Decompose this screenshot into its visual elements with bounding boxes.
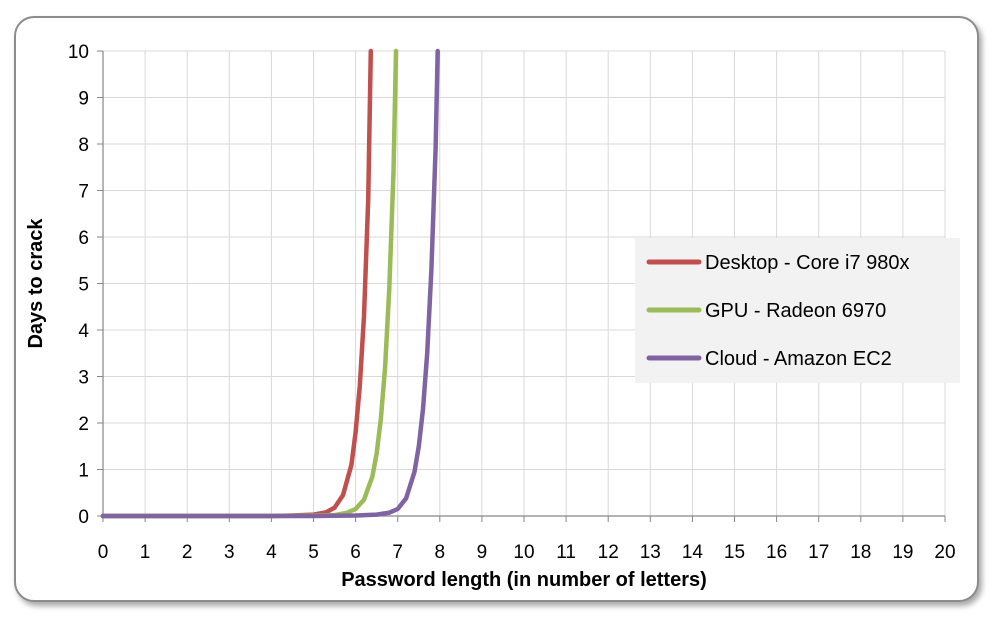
x-tick-label: 3: [224, 542, 235, 563]
legend-label-1: Desktop - Core i7 980x: [705, 252, 910, 274]
x-tick-label: 14: [682, 542, 704, 563]
x-tick-label: 15: [724, 542, 745, 563]
x-tick-label: 12: [598, 542, 619, 563]
y-tick-label: 5: [78, 275, 89, 296]
series-line-3: [100, 48, 440, 519]
x-tick-label: 9: [477, 542, 488, 563]
x-tick-label: 18: [850, 542, 871, 563]
y-tick-label: 2: [78, 414, 89, 435]
legend-label-2: GPU - Radeon 6970: [705, 300, 886, 322]
x-tick-label: 1: [140, 542, 151, 563]
x-tick-label: 19: [892, 542, 913, 563]
legend: Desktop - Core i7 980x GPU - Radeon 6970 C…: [635, 238, 960, 383]
y-tick-label: 6: [78, 228, 89, 249]
y-tick-label: 9: [78, 89, 89, 110]
x-tick-label: 5: [308, 542, 319, 563]
x-tick-label: 10: [513, 542, 534, 563]
x-tick-label: 4: [266, 542, 277, 563]
y-tick-labels: 0 1 2 3 4 5 6 7 8 9 10: [68, 42, 103, 528]
x-tick-label: 20: [934, 542, 955, 563]
x-tick-label: 11: [556, 542, 576, 563]
x-tick-label: 17: [808, 542, 829, 563]
x-tick-label: 8: [435, 542, 446, 563]
y-tick-label: 1: [78, 461, 89, 482]
x-tick-label: 0: [98, 542, 109, 563]
y-axis-title: Days to crack: [25, 218, 47, 349]
y-tick-label: 7: [78, 182, 89, 203]
y-tick-label: 0: [78, 507, 89, 528]
x-tick-labels: 0 1 2 3 4 5 6 7 8 9 10 11 12 13 14 15 16 17 18 19 20: [98, 516, 956, 563]
series-lines: [100, 48, 440, 519]
y-tick-label: 8: [78, 135, 89, 156]
x-tick-label: 7: [392, 542, 403, 563]
x-tick-label: 6: [350, 542, 361, 563]
y-tick-label: 3: [78, 368, 89, 389]
y-tick-label: 4: [78, 321, 89, 342]
x-tick-label: 16: [766, 542, 787, 563]
x-tick-label: 2: [182, 542, 193, 563]
x-tick-label: 13: [640, 542, 661, 563]
legend-label-3: Cloud - Amazon EC2: [705, 348, 892, 370]
x-axis-title: Password length (in number of letters): [341, 569, 707, 591]
y-tick-label: 10: [68, 42, 89, 63]
